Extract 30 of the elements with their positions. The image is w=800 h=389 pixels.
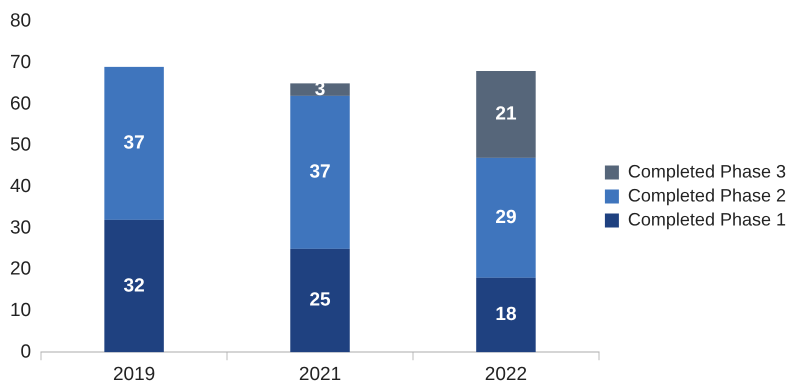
data-label: 32	[124, 275, 145, 296]
x-tick-label: 2022	[484, 364, 528, 385]
x-tick-label: 2021	[298, 364, 342, 385]
y-tick-label: 10	[10, 300, 32, 322]
y-tick-label: 70	[10, 52, 32, 73]
data-label: 25	[309, 290, 332, 311]
bar	[290, 96, 350, 249]
bar	[290, 83, 350, 96]
legend-label: Completed Phase 3	[628, 161, 786, 182]
y-tick-label: 30	[10, 217, 32, 238]
data-label: 18	[495, 304, 517, 326]
data-label: 37	[124, 132, 145, 154]
y-tick-label: 20	[10, 258, 32, 280]
y-tick-label: 40	[10, 176, 32, 198]
y-tick-label: 60	[10, 93, 32, 114]
x-tick-label: 2019	[112, 364, 156, 385]
bar	[476, 71, 536, 158]
bar	[476, 278, 536, 352]
data-label: 37	[309, 162, 331, 183]
data-label: 21	[495, 104, 517, 125]
legend-label: Completed Phase 1	[628, 209, 786, 230]
legend-label: Completed Phase 2	[628, 185, 786, 206]
bar	[104, 220, 164, 352]
data-label: 29	[495, 207, 517, 228]
y-tick-label: 0	[20, 341, 32, 362]
bar	[290, 248, 350, 352]
bar	[476, 158, 536, 278]
y-tick-label: 50	[10, 134, 32, 156]
y-tick-label: 80	[10, 10, 32, 32]
bar	[104, 66, 164, 220]
